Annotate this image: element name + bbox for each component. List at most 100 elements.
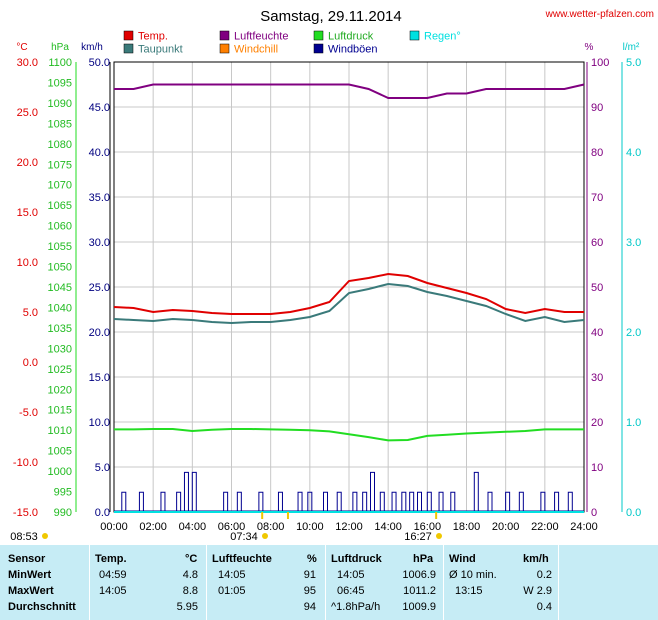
time-tick: 12:00 xyxy=(335,521,363,533)
hpa-tick: 1030 xyxy=(48,343,72,355)
hpa-tick: 995 xyxy=(54,487,72,499)
stats-wind-value: W 2.9 xyxy=(523,585,552,597)
kmh-tick: 25.0 xyxy=(89,282,110,294)
kmh-tick: 30.0 xyxy=(89,237,110,249)
hpa-tick: 1070 xyxy=(48,180,72,192)
legend-label: Temp. xyxy=(138,31,168,43)
sun-event-time: 07:34 xyxy=(230,531,258,543)
stats-humidity-time: 01:05 xyxy=(218,585,246,597)
time-tick: 06:00 xyxy=(218,521,246,533)
hpa-tick: 1045 xyxy=(48,282,72,294)
time-tick: 24:00 xyxy=(570,521,598,533)
hpa-axis-unit: hPa xyxy=(51,42,69,53)
stats-header-wind-unit: km/h xyxy=(523,553,549,565)
stats-pressure-value: 1006.9 xyxy=(402,569,436,581)
time-tick: 16:00 xyxy=(414,521,442,533)
kmh-tick: 10.0 xyxy=(89,417,110,429)
percent-tick: 70 xyxy=(591,192,603,204)
time-tick: 00:00 xyxy=(100,521,128,533)
kmh-tick: 35.0 xyxy=(89,192,110,204)
celsius-axis: °C 30.0 25.0 20.0 15.0 10.0 5.0 0.0 -5.0 -10.0 -1… xyxy=(13,42,38,519)
sun-events: 08:53 07:34 16:27 xyxy=(10,512,442,543)
hpa-tick: 990 xyxy=(54,507,72,519)
kmh-tick: 0.0 xyxy=(95,507,110,519)
time-tick: 18:00 xyxy=(453,521,481,533)
stats-header-temp: Temp. xyxy=(95,553,127,565)
kmh-tick: 50.0 xyxy=(89,57,110,69)
kmh-tick: 45.0 xyxy=(89,102,110,114)
sun-event-time: 16:27 xyxy=(404,531,432,543)
celsius-tick: -10.0 xyxy=(13,457,38,469)
legend-swatch xyxy=(409,30,420,41)
stats-header-humidity: Luftfeuchte xyxy=(212,553,272,565)
stats-header-pressure: Luftdruck xyxy=(331,553,382,565)
kmh-tick: 5.0 xyxy=(95,462,110,474)
series-taupunkt-line xyxy=(113,282,585,325)
stats-temp-time: 14:05 xyxy=(99,585,127,597)
stats-humidity-value: 95 xyxy=(303,585,316,597)
legend-label: Windchill xyxy=(234,44,278,56)
time-tick: 20:00 xyxy=(492,521,520,533)
hpa-tick: 1010 xyxy=(48,425,72,437)
hpa-tick: 1100 xyxy=(48,57,72,69)
stats-pressure-time: 14:05 xyxy=(337,569,365,581)
kmh-tick: 15.0 xyxy=(89,372,110,384)
legend-label: Luftdruck xyxy=(328,31,374,43)
stats-pressure-time: 06:45 xyxy=(337,585,365,597)
chart-series xyxy=(113,83,585,513)
series-luftfeuchte-line xyxy=(114,83,585,99)
stats-row-label: MaxWert xyxy=(8,585,54,597)
legend-swatch xyxy=(123,30,134,41)
legend-label: Regen° xyxy=(424,31,461,43)
kmh-axis: km/h 50.0 45.0 40.0 35.0 30.0 25.0 20.0 15.0 10.… xyxy=(81,42,111,519)
hpa-tick: 1050 xyxy=(48,262,72,274)
percent-tick: 10 xyxy=(591,462,603,474)
kmh-tick: 20.0 xyxy=(89,327,110,339)
source-url: www.wetter-pfalzen.com xyxy=(545,9,654,20)
stats-humidity-value: 94 xyxy=(303,601,316,613)
celsius-tick: 15.0 xyxy=(17,207,38,219)
percent-tick: 20 xyxy=(591,417,603,429)
percent-tick: 40 xyxy=(591,327,603,339)
stats-header-wind: Wind xyxy=(449,553,476,565)
time-tick: 22:00 xyxy=(531,521,559,533)
stats-row-label: MinWert xyxy=(8,569,52,581)
percent-axis-unit: % xyxy=(585,42,594,53)
stats-pressure-value: 1009.9 xyxy=(402,601,436,613)
celsius-tick: 0.0 xyxy=(23,357,38,369)
time-tick: 14:00 xyxy=(374,521,402,533)
time-tick: 02:00 xyxy=(139,521,167,533)
weather-chart: Samstag, 29.11.2014 www.wetter-pfalzen.c… xyxy=(10,8,654,543)
hpa-tick: 1085 xyxy=(48,118,72,130)
legend-swatch xyxy=(313,30,324,41)
percent-tick: 0 xyxy=(591,507,597,519)
hpa-tick: 1025 xyxy=(48,364,72,376)
percent-tick: 60 xyxy=(591,237,603,249)
celsius-tick: -5.0 xyxy=(19,407,38,419)
legend-label: Luftfeuchte xyxy=(234,31,288,43)
rain-axis-unit: l/m² xyxy=(623,42,640,53)
hpa-tick: 1000 xyxy=(48,466,72,478)
legend-swatch xyxy=(219,43,230,54)
legend: Temp. Luftfeuchte Luftdruck Regen° Taupunkt W… xyxy=(123,30,461,56)
time-axis: 00:00 02:00 04:00 06:00 08:00 10:00 12:00 14:00… xyxy=(100,521,598,533)
percent-tick: 80 xyxy=(591,147,603,159)
stats-row-label: Durchschnitt xyxy=(8,601,76,613)
hpa-tick: 1090 xyxy=(48,98,72,110)
hpa-tick: 1015 xyxy=(48,405,72,417)
rain-tick: 0.0 xyxy=(626,507,641,519)
stats-wind-value: 0.2 xyxy=(536,569,552,581)
hpa-tick: 1040 xyxy=(48,302,72,314)
stats-temp-value: 4.8 xyxy=(182,569,198,581)
stats-humidity-value: 91 xyxy=(303,569,316,581)
legend-swatch xyxy=(219,30,230,41)
time-tick: 08:00 xyxy=(257,521,285,533)
stats-humidity-time: 14:05 xyxy=(218,569,246,581)
series-windb-en-line xyxy=(121,471,573,512)
rain-tick: 5.0 xyxy=(626,57,641,69)
legend-swatch xyxy=(313,43,324,54)
hpa-tick: 1005 xyxy=(48,446,72,458)
chart-title: Samstag, 29.11.2014 xyxy=(260,8,402,25)
kmh-tick: 40.0 xyxy=(89,147,110,159)
